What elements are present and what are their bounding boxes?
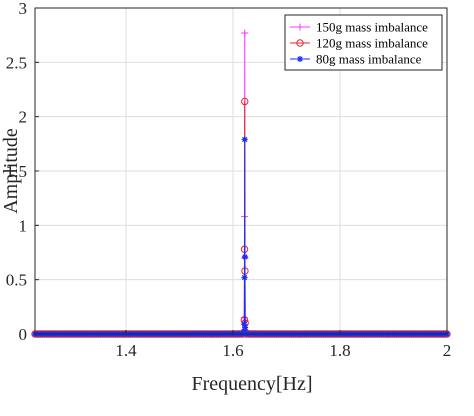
axis-ticks: 1.4 1.6 1.8 2 0 0.5 1 1.5 2 2.5 3	[6, 0, 452, 360]
legend-entry: 80g mass imbalance	[290, 52, 422, 67]
data-point	[241, 29, 249, 37]
data-point	[242, 324, 249, 331]
legend-label: 150g mass imbalance	[316, 20, 428, 35]
y-tick-label: 2	[19, 108, 28, 127]
y-tick-label: 1.5	[6, 162, 27, 181]
x-tick-label: 1.4	[115, 341, 137, 360]
legend-marker	[296, 39, 304, 47]
y-tick-label: 3	[19, 0, 28, 18]
x-tick-label: 1.8	[329, 341, 350, 360]
data-point	[241, 274, 248, 281]
y-tick-label: 2.5	[6, 53, 27, 72]
legend-label: 120g mass imbalance	[316, 36, 428, 51]
data-point	[241, 97, 249, 106]
y-tick-label: 1	[19, 216, 28, 235]
data-point	[241, 136, 248, 143]
y-tick-label: 0.5	[6, 271, 27, 290]
legend-marker	[296, 23, 304, 31]
x-tick-label: 2	[443, 341, 452, 360]
data-point	[241, 321, 248, 328]
legend-marker	[297, 56, 303, 62]
legend-entry: 150g mass imbalance	[290, 20, 428, 35]
legend-box	[284, 14, 443, 71]
data-point	[242, 329, 249, 336]
y-axis-label: Amplitude	[0, 128, 22, 214]
x-tick-label: 1.6	[222, 341, 243, 360]
legend-label: 80g mass imbalance	[316, 52, 422, 67]
data-point	[241, 253, 248, 260]
legend-entry: 120g mass imbalance	[290, 36, 428, 51]
y-tick-label: 0	[19, 325, 28, 344]
x-axis-label: Frequency[Hz]	[191, 373, 312, 395]
